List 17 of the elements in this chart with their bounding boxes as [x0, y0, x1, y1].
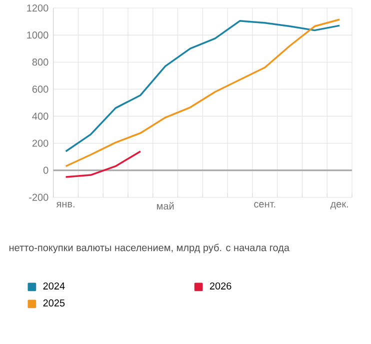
text: нетто-покупки валюты населением, млрд руб. с начала года — [9, 244, 290, 254]
x-tick-label: сент. — [254, 202, 276, 208]
legend-label: 2024 — [43, 282, 65, 290]
y-tick-label: 1000 — [27, 32, 48, 39]
x-tick-label: май — [157, 202, 174, 210]
y-tick-label: 0 — [43, 166, 48, 174]
y-tick-label: 600 — [32, 86, 48, 93]
y-tick-label: 1200 — [27, 4, 48, 12]
legend-label: 2025 — [43, 299, 65, 307]
y-tick-label: -200 — [29, 194, 48, 201]
y-tick-label: 800 — [32, 58, 48, 66]
x-tick-label: янв. — [56, 202, 74, 208]
y-tick-label: 400 — [32, 112, 48, 120]
legend-label: 2026 — [210, 282, 232, 290]
line-series — [64, 150, 142, 178]
x-tick-label: дек. — [330, 202, 348, 210]
y-tick-label: 200 — [32, 140, 48, 147]
